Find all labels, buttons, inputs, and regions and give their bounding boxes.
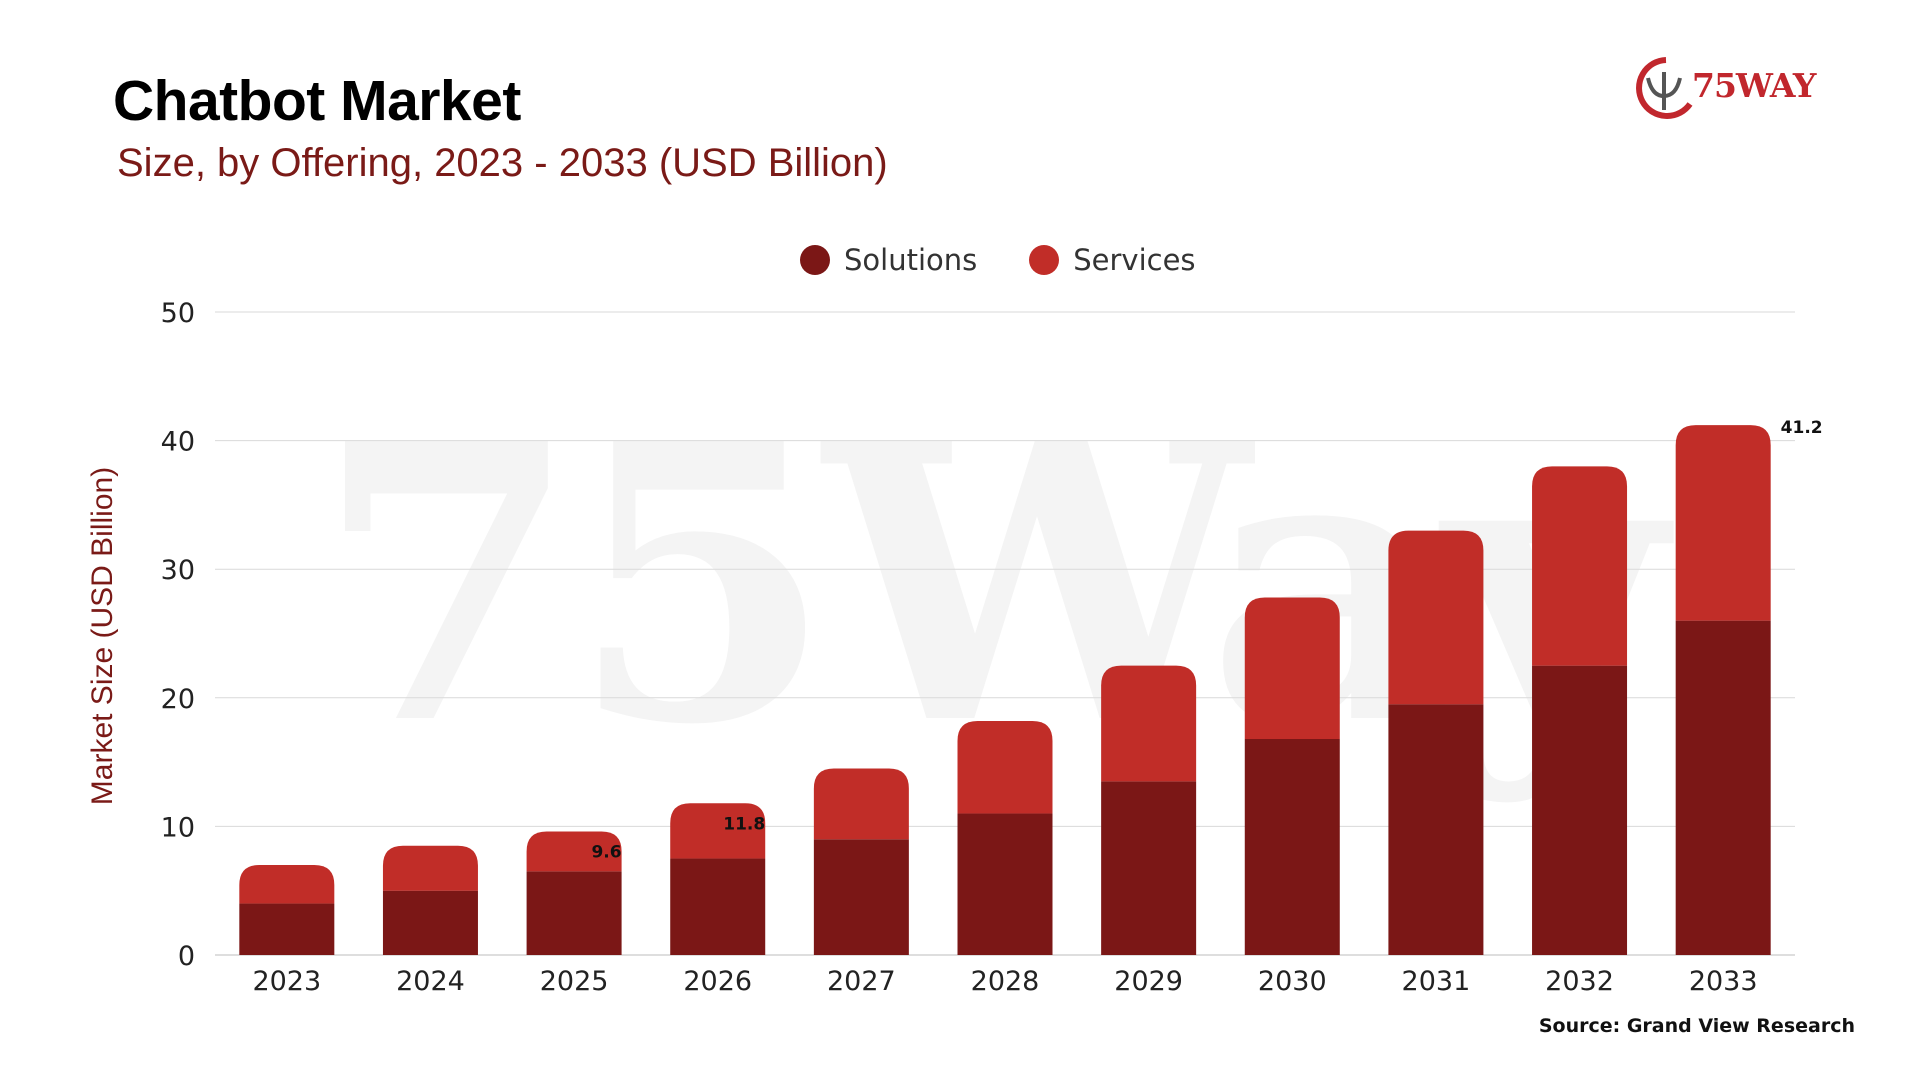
bar-solutions-2023 <box>239 903 335 955</box>
legend-swatch-solutions <box>800 245 830 275</box>
y-tick-label: 10 <box>161 812 195 843</box>
x-tick-label: 2024 <box>396 966 465 997</box>
bar-solutions-2030 <box>1244 738 1340 955</box>
x-tick-label: 2023 <box>252 966 321 997</box>
data-label: 41.2 <box>1781 418 1823 438</box>
x-tick-label: 2026 <box>683 966 752 997</box>
y-tick-label: 20 <box>161 684 195 715</box>
bar-services-2023 <box>239 864 335 904</box>
bar-services-2027 <box>813 768 909 840</box>
legend-label-solutions: Solutions <box>844 243 978 277</box>
x-tick-label: 2031 <box>1402 966 1471 997</box>
data-label: 11.8 <box>723 814 765 834</box>
bar-services-2026 <box>670 803 766 859</box>
legend: Solutions Services <box>800 240 1248 280</box>
bar-solutions-2031 <box>1388 704 1484 955</box>
bar-services-2030 <box>1244 597 1340 739</box>
x-tick-label: 2028 <box>971 966 1040 997</box>
legend-item-solutions: Solutions <box>800 243 977 277</box>
legend-label-services: Services <box>1073 243 1196 277</box>
bar-services-2032 <box>1532 466 1628 666</box>
y-tick-label: 30 <box>161 555 195 586</box>
bar-services-2029 <box>1101 665 1197 782</box>
x-tick-label: 2029 <box>1114 966 1183 997</box>
bar-solutions-2025 <box>526 871 622 955</box>
x-tick-label: 2025 <box>540 966 609 997</box>
bar-services-2031 <box>1388 530 1484 705</box>
x-tick-label: 2033 <box>1689 966 1758 997</box>
bar-solutions-2024 <box>382 890 478 955</box>
x-tick-label: 2030 <box>1258 966 1327 997</box>
y-tick-label: 0 <box>178 941 195 972</box>
bar-solutions-2029 <box>1101 781 1197 955</box>
bar-services-2033 <box>1675 425 1771 621</box>
y-tick-label: 40 <box>161 427 195 458</box>
bar-solutions-2028 <box>957 813 1053 955</box>
legend-swatch-services <box>1029 245 1060 275</box>
chart-subtitle: Size, by Offering, 2023 - 2033 (USD Bill… <box>117 141 888 185</box>
y-tick-label: 50 <box>161 298 195 329</box>
chart-title: Chatbot Market <box>113 69 521 133</box>
source-note: Source: Grand View Research <box>1538 1015 1855 1037</box>
bar-solutions-2032 <box>1532 665 1628 955</box>
x-tick-label: 2032 <box>1545 966 1614 997</box>
bar-services-2028 <box>957 720 1053 814</box>
bar-services-2024 <box>382 845 478 891</box>
bar-solutions-2027 <box>813 839 909 955</box>
75way-logo-icon <box>1636 57 1693 119</box>
legend-item-services: Services <box>1029 243 1196 277</box>
x-tick-label: 2027 <box>827 966 896 997</box>
logo-text: 75WAY <box>1692 66 1816 105</box>
bar-solutions-2033 <box>1675 620 1771 955</box>
data-label: 9.6 <box>591 843 621 863</box>
bar-solutions-2026 <box>670 858 766 955</box>
bar-services-2025 <box>526 831 622 872</box>
